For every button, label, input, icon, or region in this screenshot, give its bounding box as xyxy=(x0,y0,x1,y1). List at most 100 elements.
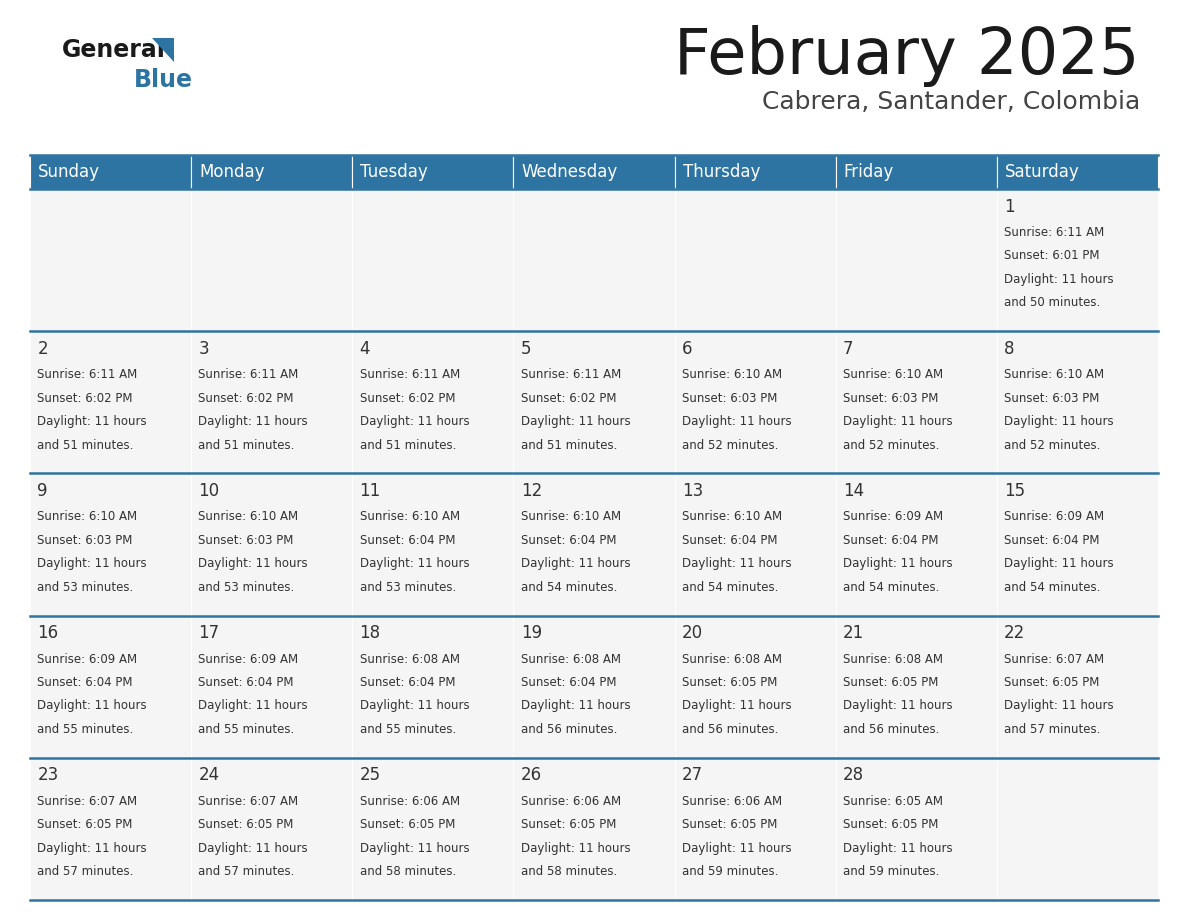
Text: and 53 minutes.: and 53 minutes. xyxy=(37,581,133,594)
Bar xyxy=(835,616,997,757)
Text: and 53 minutes.: and 53 minutes. xyxy=(198,581,295,594)
Bar xyxy=(675,616,835,757)
Text: 23: 23 xyxy=(37,767,58,784)
Text: 11: 11 xyxy=(360,482,381,500)
Text: Sunset: 6:04 PM: Sunset: 6:04 PM xyxy=(360,534,455,547)
Text: Sunset: 6:02 PM: Sunset: 6:02 PM xyxy=(37,392,133,405)
Text: Sunset: 6:02 PM: Sunset: 6:02 PM xyxy=(360,392,455,405)
Text: 27: 27 xyxy=(682,767,703,784)
Text: Sunset: 6:01 PM: Sunset: 6:01 PM xyxy=(1004,250,1100,263)
Text: Sunset: 6:04 PM: Sunset: 6:04 PM xyxy=(37,676,133,689)
Text: 25: 25 xyxy=(360,767,380,784)
Text: 14: 14 xyxy=(843,482,864,500)
Text: Sunset: 6:04 PM: Sunset: 6:04 PM xyxy=(520,534,617,547)
Text: 21: 21 xyxy=(843,624,864,642)
Bar xyxy=(353,331,513,474)
Text: Sunset: 6:05 PM: Sunset: 6:05 PM xyxy=(198,818,293,831)
Text: Sunset: 6:03 PM: Sunset: 6:03 PM xyxy=(198,534,293,547)
Text: Sunset: 6:04 PM: Sunset: 6:04 PM xyxy=(682,534,777,547)
Text: 15: 15 xyxy=(1004,482,1025,500)
Text: 5: 5 xyxy=(520,340,531,358)
Text: 13: 13 xyxy=(682,482,703,500)
Bar xyxy=(513,331,675,474)
Text: and 52 minutes.: and 52 minutes. xyxy=(1004,439,1100,452)
Text: Sunset: 6:05 PM: Sunset: 6:05 PM xyxy=(360,818,455,831)
Text: and 54 minutes.: and 54 minutes. xyxy=(1004,581,1100,594)
Text: Thursday: Thursday xyxy=(683,163,760,181)
Text: and 51 minutes.: and 51 minutes. xyxy=(37,439,133,452)
Text: Sunrise: 6:07 AM: Sunrise: 6:07 AM xyxy=(1004,653,1104,666)
Bar xyxy=(835,474,997,616)
Text: Daylight: 11 hours: Daylight: 11 hours xyxy=(520,415,631,428)
Bar xyxy=(513,474,675,616)
Text: 7: 7 xyxy=(843,340,853,358)
Text: Sunrise: 6:05 AM: Sunrise: 6:05 AM xyxy=(843,795,943,808)
Bar xyxy=(513,189,675,331)
Text: Sunrise: 6:10 AM: Sunrise: 6:10 AM xyxy=(843,368,943,381)
Text: and 56 minutes.: and 56 minutes. xyxy=(682,723,778,736)
Text: 12: 12 xyxy=(520,482,542,500)
Text: Sunrise: 6:08 AM: Sunrise: 6:08 AM xyxy=(520,653,620,666)
Bar xyxy=(30,155,191,189)
Bar xyxy=(675,331,835,474)
Text: and 51 minutes.: and 51 minutes. xyxy=(520,439,617,452)
Text: Daylight: 11 hours: Daylight: 11 hours xyxy=(198,415,308,428)
Text: Sunset: 6:04 PM: Sunset: 6:04 PM xyxy=(360,676,455,689)
Text: Daylight: 11 hours: Daylight: 11 hours xyxy=(682,415,791,428)
Text: and 51 minutes.: and 51 minutes. xyxy=(360,439,456,452)
Text: Sunset: 6:03 PM: Sunset: 6:03 PM xyxy=(37,534,133,547)
Bar xyxy=(353,155,513,189)
Text: and 55 minutes.: and 55 minutes. xyxy=(198,723,295,736)
Text: Daylight: 11 hours: Daylight: 11 hours xyxy=(843,842,953,855)
Text: Cabrera, Santander, Colombia: Cabrera, Santander, Colombia xyxy=(762,90,1140,114)
Text: Sunrise: 6:10 AM: Sunrise: 6:10 AM xyxy=(1004,368,1104,381)
Text: Sunrise: 6:10 AM: Sunrise: 6:10 AM xyxy=(360,510,460,523)
Text: and 59 minutes.: and 59 minutes. xyxy=(682,865,778,879)
Text: Daylight: 11 hours: Daylight: 11 hours xyxy=(520,557,631,570)
Text: Sunrise: 6:09 AM: Sunrise: 6:09 AM xyxy=(198,653,298,666)
Text: Sunset: 6:04 PM: Sunset: 6:04 PM xyxy=(843,534,939,547)
Text: Sunrise: 6:07 AM: Sunrise: 6:07 AM xyxy=(198,795,298,808)
Bar xyxy=(675,474,835,616)
Bar xyxy=(513,155,675,189)
Text: Daylight: 11 hours: Daylight: 11 hours xyxy=(360,842,469,855)
Text: Sunrise: 6:06 AM: Sunrise: 6:06 AM xyxy=(520,795,621,808)
Text: Sunset: 6:04 PM: Sunset: 6:04 PM xyxy=(198,676,293,689)
Text: 28: 28 xyxy=(843,767,864,784)
Text: and 58 minutes.: and 58 minutes. xyxy=(520,865,617,879)
Bar xyxy=(997,474,1158,616)
Text: 17: 17 xyxy=(198,624,220,642)
Text: Sunrise: 6:09 AM: Sunrise: 6:09 AM xyxy=(843,510,943,523)
Text: 9: 9 xyxy=(37,482,48,500)
Text: 26: 26 xyxy=(520,767,542,784)
Text: Wednesday: Wednesday xyxy=(522,163,618,181)
Text: Sunset: 6:03 PM: Sunset: 6:03 PM xyxy=(682,392,777,405)
Text: Sunset: 6:05 PM: Sunset: 6:05 PM xyxy=(37,818,133,831)
Text: and 52 minutes.: and 52 minutes. xyxy=(682,439,778,452)
Bar xyxy=(30,757,191,900)
Text: Sunset: 6:05 PM: Sunset: 6:05 PM xyxy=(843,818,939,831)
Text: and 58 minutes.: and 58 minutes. xyxy=(360,865,456,879)
Text: Sunrise: 6:11 AM: Sunrise: 6:11 AM xyxy=(360,368,460,381)
Text: Sunrise: 6:08 AM: Sunrise: 6:08 AM xyxy=(682,653,782,666)
Bar xyxy=(30,616,191,757)
Text: and 54 minutes.: and 54 minutes. xyxy=(843,581,940,594)
Text: and 53 minutes.: and 53 minutes. xyxy=(360,581,456,594)
Text: Sunset: 6:02 PM: Sunset: 6:02 PM xyxy=(198,392,293,405)
Text: Sunrise: 6:10 AM: Sunrise: 6:10 AM xyxy=(37,510,138,523)
Text: and 54 minutes.: and 54 minutes. xyxy=(682,581,778,594)
Text: 19: 19 xyxy=(520,624,542,642)
Text: 22: 22 xyxy=(1004,624,1025,642)
Text: Daylight: 11 hours: Daylight: 11 hours xyxy=(360,557,469,570)
Text: Sunset: 6:03 PM: Sunset: 6:03 PM xyxy=(1004,392,1099,405)
Text: Daylight: 11 hours: Daylight: 11 hours xyxy=(682,700,791,712)
Bar xyxy=(30,474,191,616)
Bar xyxy=(835,189,997,331)
Text: Daylight: 11 hours: Daylight: 11 hours xyxy=(520,700,631,712)
Text: Daylight: 11 hours: Daylight: 11 hours xyxy=(360,700,469,712)
Text: 4: 4 xyxy=(360,340,369,358)
Text: Sunrise: 6:11 AM: Sunrise: 6:11 AM xyxy=(37,368,138,381)
Text: Daylight: 11 hours: Daylight: 11 hours xyxy=(198,700,308,712)
Text: Daylight: 11 hours: Daylight: 11 hours xyxy=(843,557,953,570)
Text: Daylight: 11 hours: Daylight: 11 hours xyxy=(682,842,791,855)
